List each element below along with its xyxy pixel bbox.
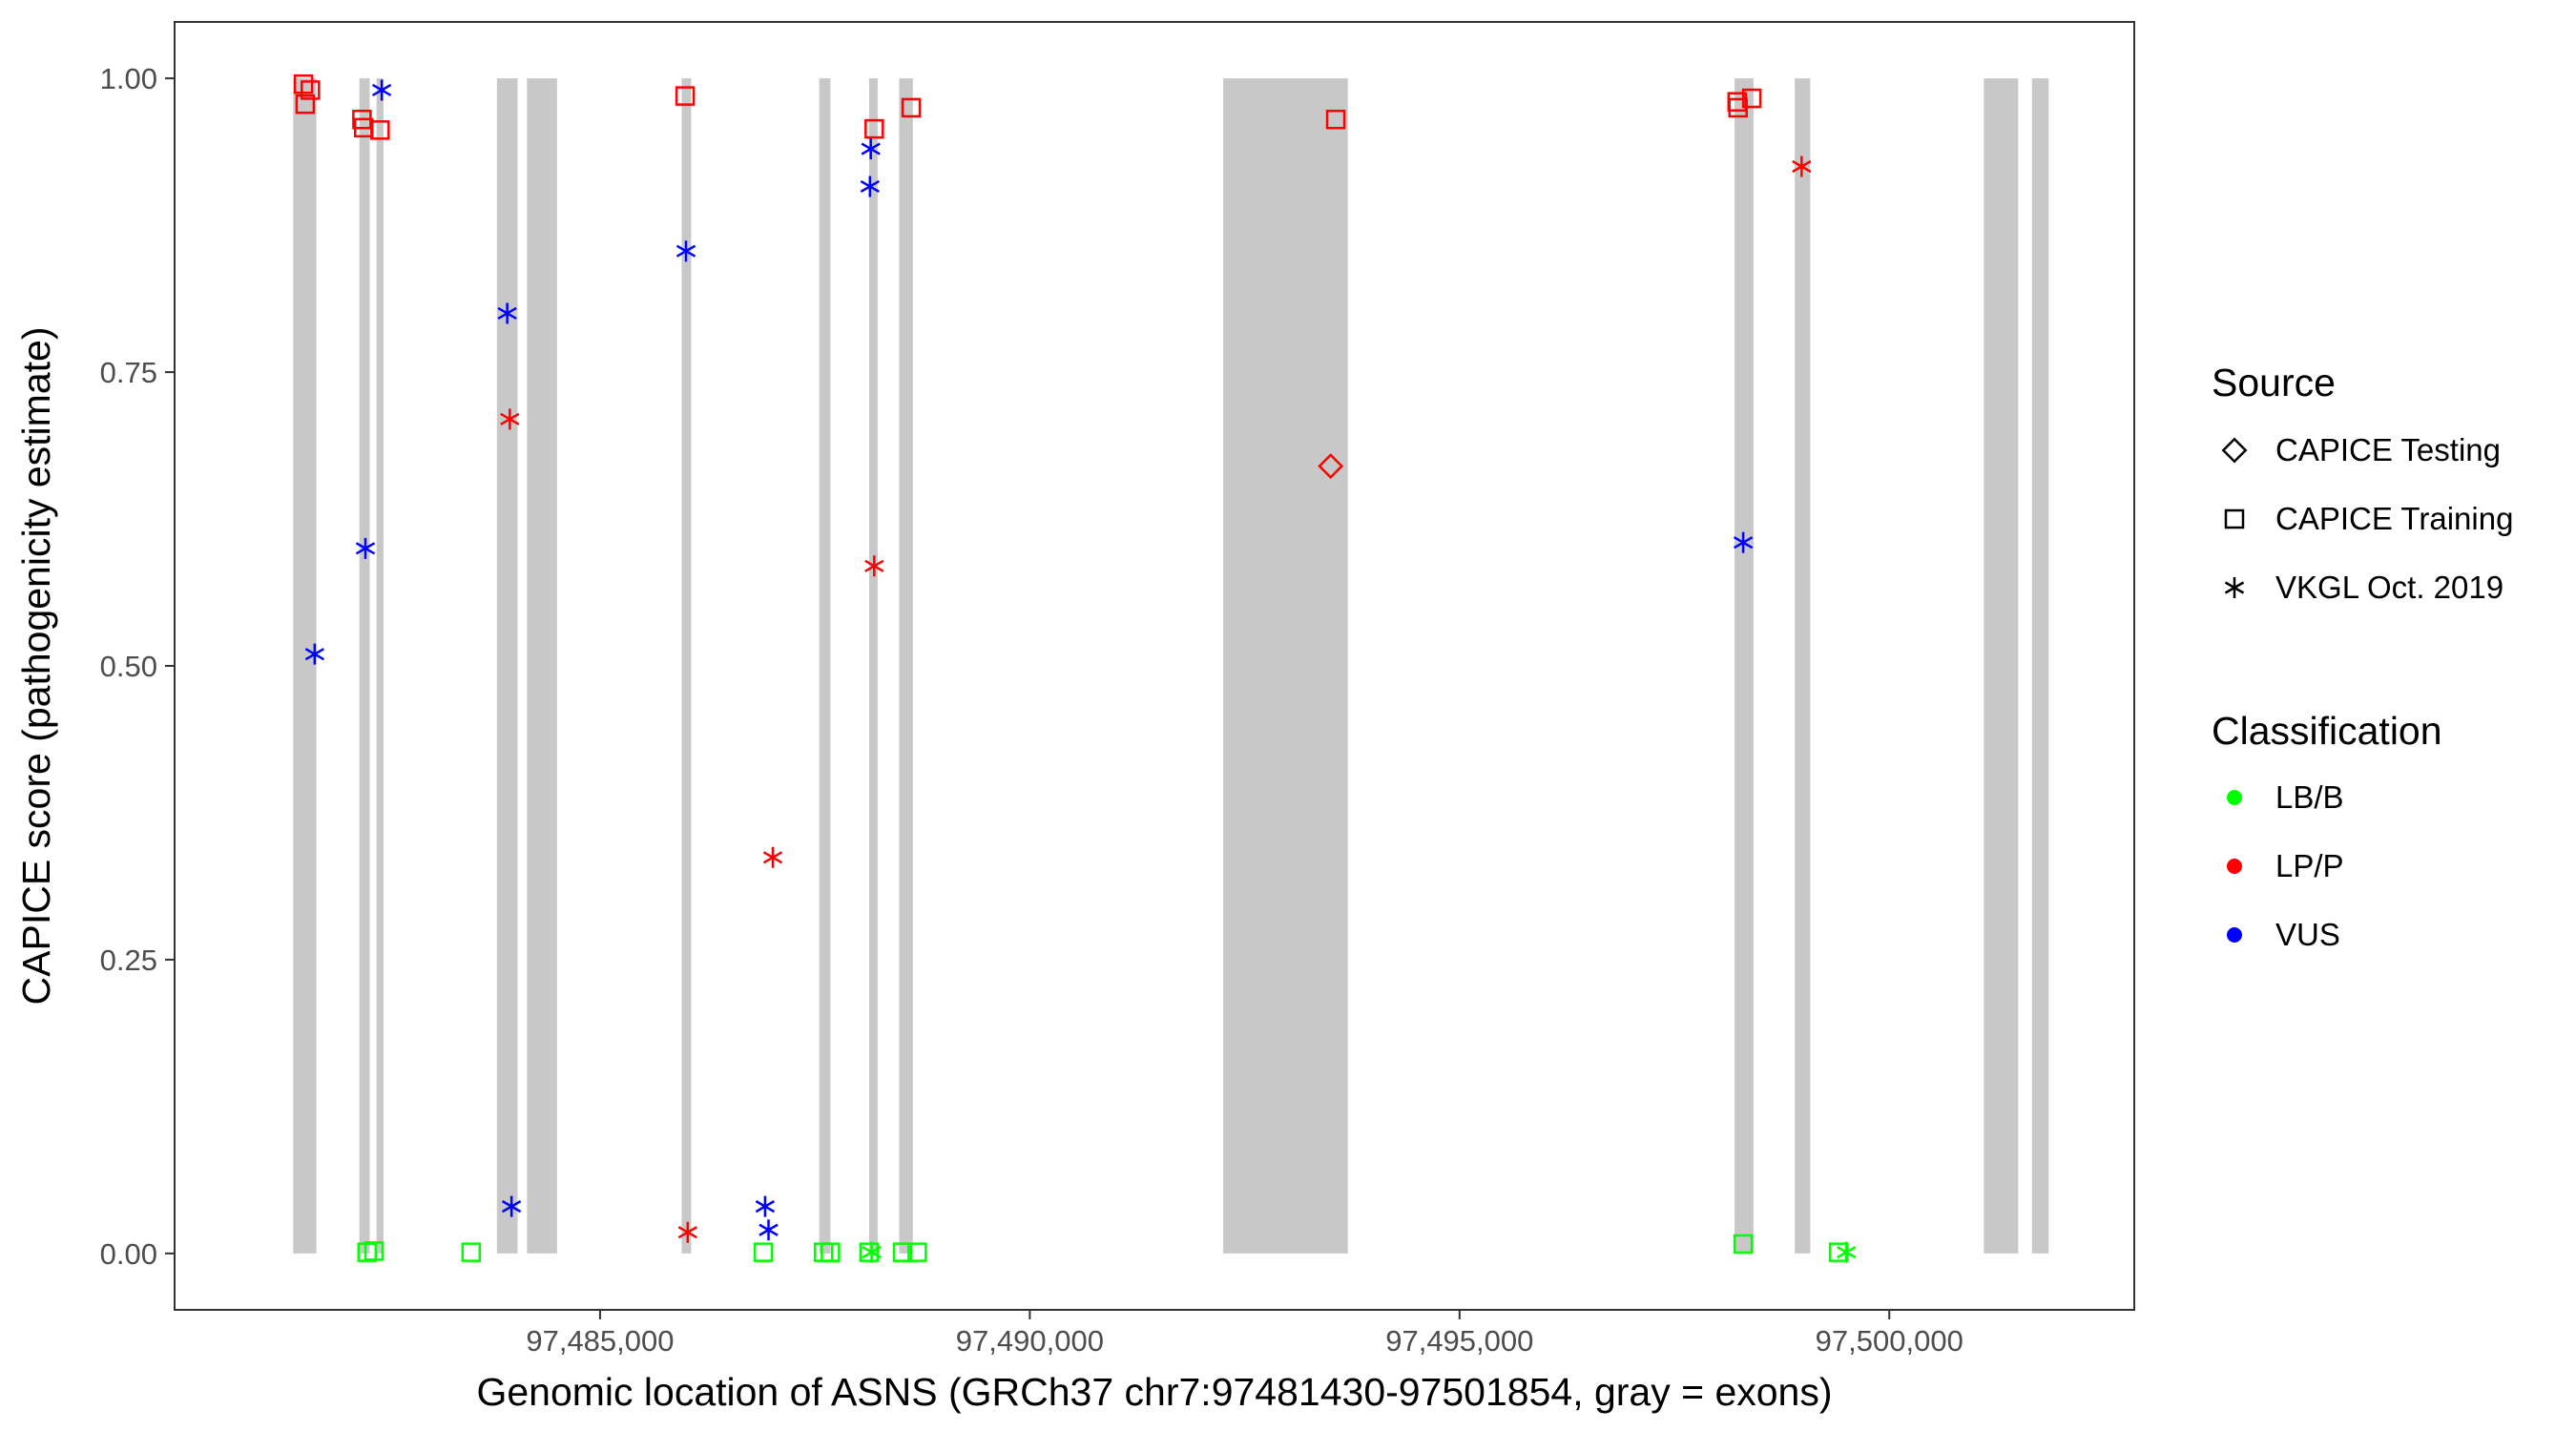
y-tick-label: 0.75 <box>100 356 157 389</box>
legend-item-label: CAPICE Training <box>2275 501 2513 536</box>
exon-band <box>527 78 557 1254</box>
data-point <box>497 302 517 324</box>
x-tick-label: 97,495,000 <box>1385 1324 1533 1358</box>
data-point <box>1792 156 1812 177</box>
exon-band <box>899 78 913 1254</box>
data-point <box>301 80 321 100</box>
legend-item-label: VKGL Oct. 2019 <box>2275 570 2503 605</box>
x-tick-label: 97,485,000 <box>526 1324 674 1358</box>
data-point <box>859 1242 880 1262</box>
legend-key-dot <box>2227 859 2242 874</box>
exon-bands <box>293 78 2049 1254</box>
exon-band <box>376 78 384 1254</box>
legend-key-dot <box>2227 927 2242 943</box>
y-tick-label: 0.00 <box>100 1237 157 1271</box>
legend-item-label: VUS <box>2275 917 2340 952</box>
data-point <box>371 79 392 101</box>
legend-item-source: VKGL Oct. 2019 <box>2224 570 2503 605</box>
data-points <box>293 74 1857 1263</box>
data-point <box>364 1241 384 1261</box>
data-point <box>461 1242 482 1262</box>
data-point <box>864 555 884 577</box>
y-axis: 0.00 0.25 0.50 0.75 1.00 <box>100 62 175 1271</box>
data-point <box>907 1242 927 1262</box>
legend-key-diamond <box>2221 437 2248 464</box>
y-axis-title: CAPICE score (pathogenicity estimate) <box>14 327 58 1006</box>
legend-key-asterisk <box>2224 577 2245 598</box>
data-point <box>675 86 696 106</box>
exon-band <box>1223 78 1348 1254</box>
exon-band <box>496 78 518 1254</box>
legend-item-classification: LB/B <box>2227 779 2344 815</box>
exon-band <box>1984 78 2019 1254</box>
data-point <box>1837 1241 1857 1263</box>
data-point <box>753 1242 774 1262</box>
legend-key-dot <box>2227 790 2242 805</box>
data-point <box>901 97 922 118</box>
legend-item-classification: VUS <box>2227 917 2340 952</box>
data-point <box>1733 531 1754 553</box>
x-axis-title: Genomic location of ASNS (GRCh37 chr7:97… <box>476 1370 1832 1414</box>
legend-key-square <box>2224 508 2245 529</box>
legend-source-items: CAPICE Testing CAPICE Training VKGL Oct. 2… <box>2221 432 2513 605</box>
exon-band <box>681 78 692 1254</box>
data-point <box>675 240 696 262</box>
data-point <box>892 1242 913 1262</box>
data-point <box>677 1221 697 1243</box>
legend-item-source: CAPICE Testing <box>2221 432 2501 467</box>
x-tick-label: 97,490,000 <box>956 1324 1104 1358</box>
legend-class-title: Classification <box>2212 709 2442 753</box>
legend-item-label: LP/P <box>2275 848 2344 883</box>
data-point <box>293 74 314 94</box>
data-point <box>1318 453 1344 480</box>
data-point <box>501 1195 522 1217</box>
data-point <box>355 537 376 559</box>
data-point <box>864 118 884 139</box>
data-point <box>762 846 783 868</box>
exon-band <box>359 78 370 1254</box>
legend-source-title: Source <box>2212 361 2336 404</box>
x-tick-label: 97,500,000 <box>1816 1324 1963 1358</box>
data-point <box>755 1195 776 1217</box>
data-point <box>304 643 324 665</box>
data-point <box>862 1241 882 1263</box>
y-tick-label: 1.00 <box>100 62 157 95</box>
legend-item-source: CAPICE Training <box>2224 501 2513 536</box>
exon-band <box>1735 78 1754 1254</box>
legend-class-items: LB/B LP/P VUS <box>2227 779 2344 952</box>
y-tick-label: 0.25 <box>100 944 157 977</box>
data-point <box>370 120 390 140</box>
exon-band <box>868 78 878 1254</box>
exon-band <box>819 78 831 1254</box>
legend-item-classification: LP/P <box>2227 848 2344 883</box>
y-tick-label: 0.50 <box>100 650 157 683</box>
data-point <box>1733 1234 1754 1255</box>
legend-item-label: LB/B <box>2275 779 2344 815</box>
exon-band <box>1795 78 1811 1254</box>
data-point <box>758 1219 779 1241</box>
x-axis: 97,485,000 97,490,000 97,495,000 97,500,000 <box>526 1310 1963 1358</box>
data-point <box>860 176 880 197</box>
legend: Source CAPICE Testing CAPICE Training VKGL… <box>2212 361 2513 952</box>
data-point <box>1741 88 1762 109</box>
data-point <box>861 138 881 160</box>
exon-band <box>293 78 317 1254</box>
data-point <box>295 93 316 114</box>
exon-band <box>2031 78 2049 1254</box>
data-point <box>500 408 520 430</box>
legend-item-label: CAPICE Testing <box>2275 432 2501 467</box>
data-point <box>821 1242 841 1262</box>
plot-panel <box>174 21 2135 1311</box>
data-point <box>1325 109 1346 130</box>
